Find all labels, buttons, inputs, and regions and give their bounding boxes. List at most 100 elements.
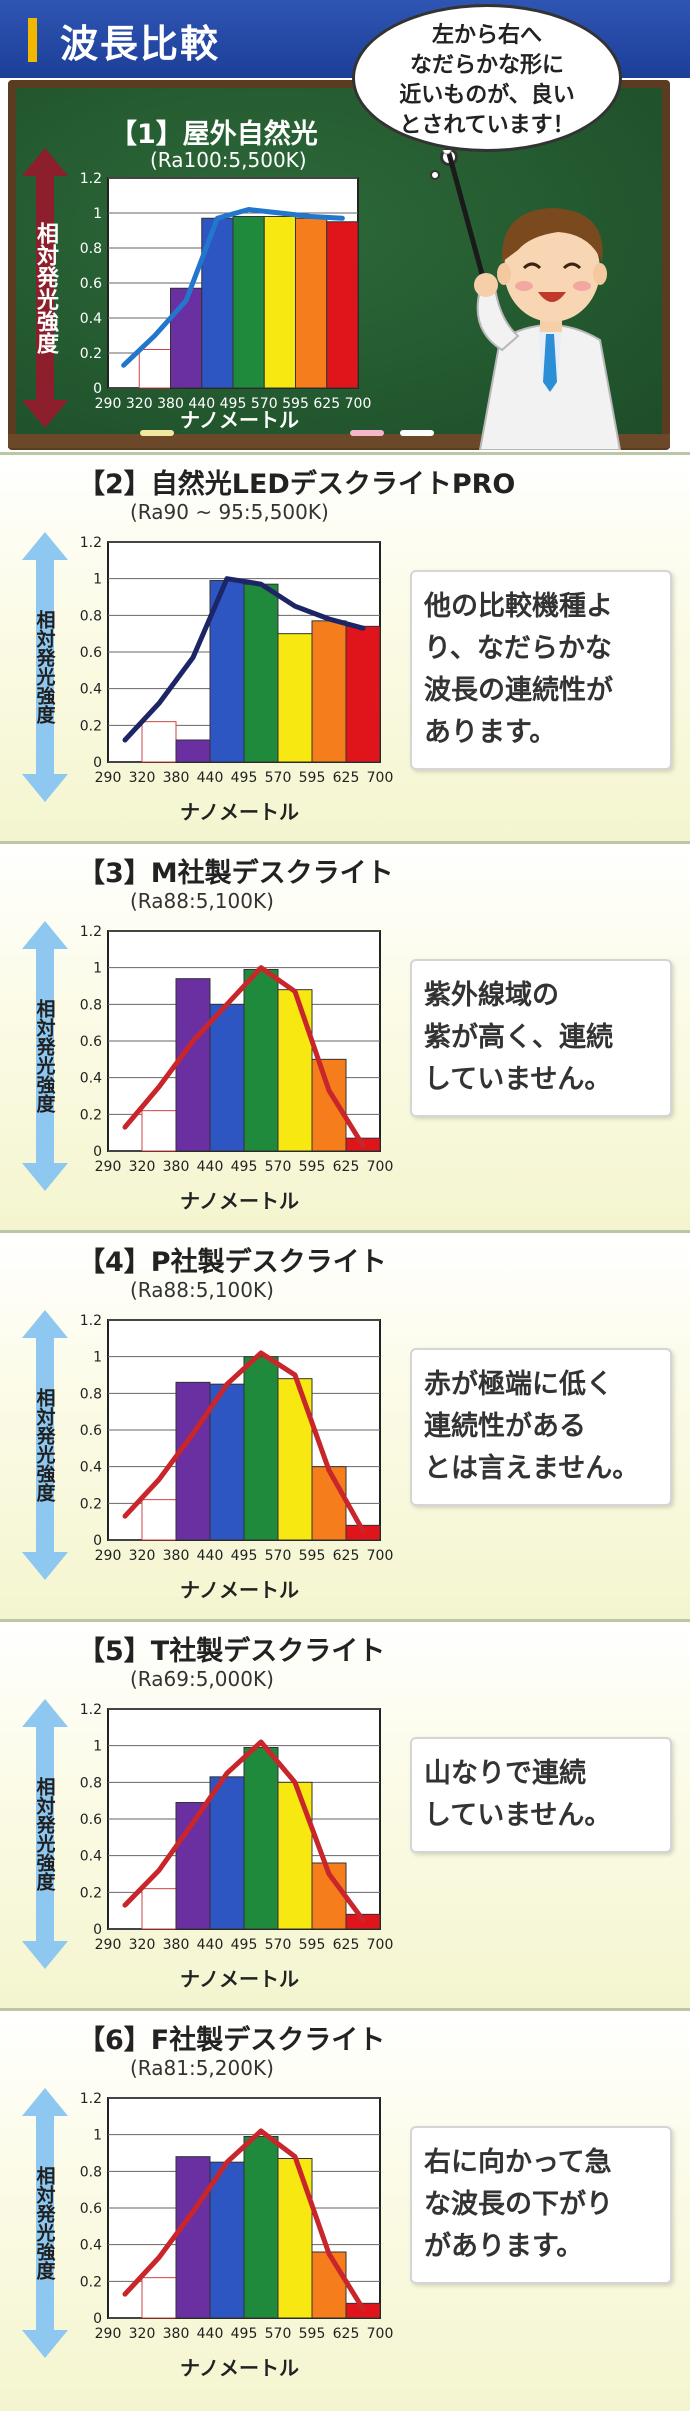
x-tick-label: 700 [367,1159,394,1175]
y-tick-label: 0.6 [80,276,102,292]
chart-4-comment: 赤が極端に低く 連続性があるとは言えません。 [410,1348,672,1506]
section-divider [0,452,690,455]
bar [175,739,211,763]
comment-line: していません。 [424,1800,612,1831]
comment-line: 紫外線域の [424,980,559,1011]
x-tick-label: 625 [333,1937,360,1953]
section-divider [0,2008,690,2011]
y-tick-label: 1.2 [80,535,102,551]
chart-1-subtitle: (Ra100:5,500K) [150,148,307,172]
chalk-piece [350,430,384,436]
bar [277,989,313,1152]
chart-4-subtitle: (Ra88:5,100K) [130,1278,274,1302]
y-tick-label: 0.6 [80,2201,102,2217]
y-tick-label: 1 [93,572,102,588]
y-tick-label: 0 [93,1144,102,1160]
x-tick-label: 495 [231,1548,258,1564]
y-tick-label: 0.2 [80,1885,102,1901]
x-tick-label: 495 [220,396,247,412]
bar [141,1888,177,1930]
y-tick-label: 0.6 [80,1812,102,1828]
x-tick-label: 380 [157,396,184,412]
x-tick-label: 570 [265,1548,292,1564]
x-tick-label: 290 [95,1159,122,1175]
bar [209,1776,245,1930]
chart-1-title: 【1】屋外自然光 [110,119,318,150]
comment-line: 赤が極端に低く [424,1369,613,1400]
series-line [122,576,366,743]
comment-line: り、なだらかな [424,633,612,664]
chart-5-subtitle: (Ra69:5,000K) [130,1667,274,1691]
x-tick-label: 320 [129,2326,156,2342]
x-tick-label: 320 [129,1159,156,1175]
x-tick-label: 700 [367,2326,394,2342]
chart-6-title: 【6】F社製デスクライト [78,2025,386,2056]
x-tick-label: 700 [367,770,394,786]
y-tick-label: 0.2 [80,1107,102,1123]
bar [232,216,265,389]
bar [141,2277,177,2319]
comment-line: とは言えません。 [424,1453,640,1484]
x-tick-label: 440 [197,1548,224,1564]
x-tick-label: 495 [231,770,258,786]
x-tick-label: 595 [299,2326,326,2342]
y-tick-label: 0.8 [80,608,102,624]
bar [243,583,279,763]
comment-line: 連続性がある [424,1411,586,1442]
x-tick-label: 320 [129,1937,156,1953]
bar [209,1383,245,1541]
x-tick-label: 440 [197,770,224,786]
x-tick-label: 440 [188,396,215,412]
x-tick-label: 595 [299,1159,326,1175]
chart-5: 0 0.2 0.4 0.6 0.8 1 1.2 290 320 380 440 495 570 595 62… [80,1702,394,1953]
bar [209,1003,245,1152]
speech-line: 左から右へ [431,23,542,48]
y-tick-label: 0.8 [80,241,102,257]
series-line [122,1350,366,1534]
bar [277,2158,313,2319]
x-tick-label: 595 [299,1937,326,1953]
chart-2-ylabel: 相対発光強度 [33,610,56,724]
chart-6-xlabel: ナノメートル [180,2356,299,2380]
x-tick-label: 320 [126,396,153,412]
bubble-tail [430,170,440,180]
chart-2-title: 【2】自然光LEDデスクライトPRO [78,469,516,500]
chart-3-title: 【3】M社製デスクライト [78,858,394,889]
up-down-arrow-icon [22,532,68,802]
chart-6: 0 0.2 0.4 0.6 0.8 1 1.2 290 320 380 440 495 570 595 62… [80,2091,394,2342]
bar [209,2161,245,2319]
bar [170,287,203,389]
up-down-arrow-icon [22,1310,68,1580]
y-tick-label: 0.8 [80,997,102,1013]
bar [311,620,347,763]
up-down-arrow-icon [22,1699,68,1969]
x-tick-label: 570 [251,396,278,412]
y-tick-label: 1 [93,1739,102,1755]
x-tick-label: 625 [313,396,340,412]
chart-2-comment: 他の比較機種よ り、なだらかな 波長の連続性が あります。 [410,570,672,770]
page-title: 波長比較 [60,21,221,66]
chart-6-ylabel: 相対発光強度 [33,2166,56,2280]
comment-line: していません。 [424,1064,612,1095]
y-tick-label: 1 [93,2128,102,2144]
series-line [121,207,345,368]
x-tick-label: 290 [95,396,122,412]
chart-3-ylabel: 相対発光強度 [33,999,56,1113]
y-tick-label: 1.2 [80,924,102,940]
y-tick-label: 0.2 [80,346,102,362]
x-tick-label: 495 [231,1159,258,1175]
series-line [122,965,366,1148]
bar [345,625,381,763]
chart-section-3: 【3】M社製デスクライト (Ra88:5,100K) 相対発光強度 0 0.2 0.4 0.… [0,841,690,1230]
chart-section-5: 【5】T社製デスクライト (Ra69:5,000K) 相対発光強度 0 0.2 0.4 0.… [0,1619,690,2008]
bar [243,1747,279,1930]
section-divider [0,1619,690,1622]
bar [263,216,296,389]
bar [243,2136,279,2319]
bar [295,217,328,389]
series-line [122,2128,366,2312]
bar [138,349,171,389]
bar [141,721,177,763]
section-divider [0,1230,690,1233]
y-tick-label: 0.2 [80,1496,102,1512]
